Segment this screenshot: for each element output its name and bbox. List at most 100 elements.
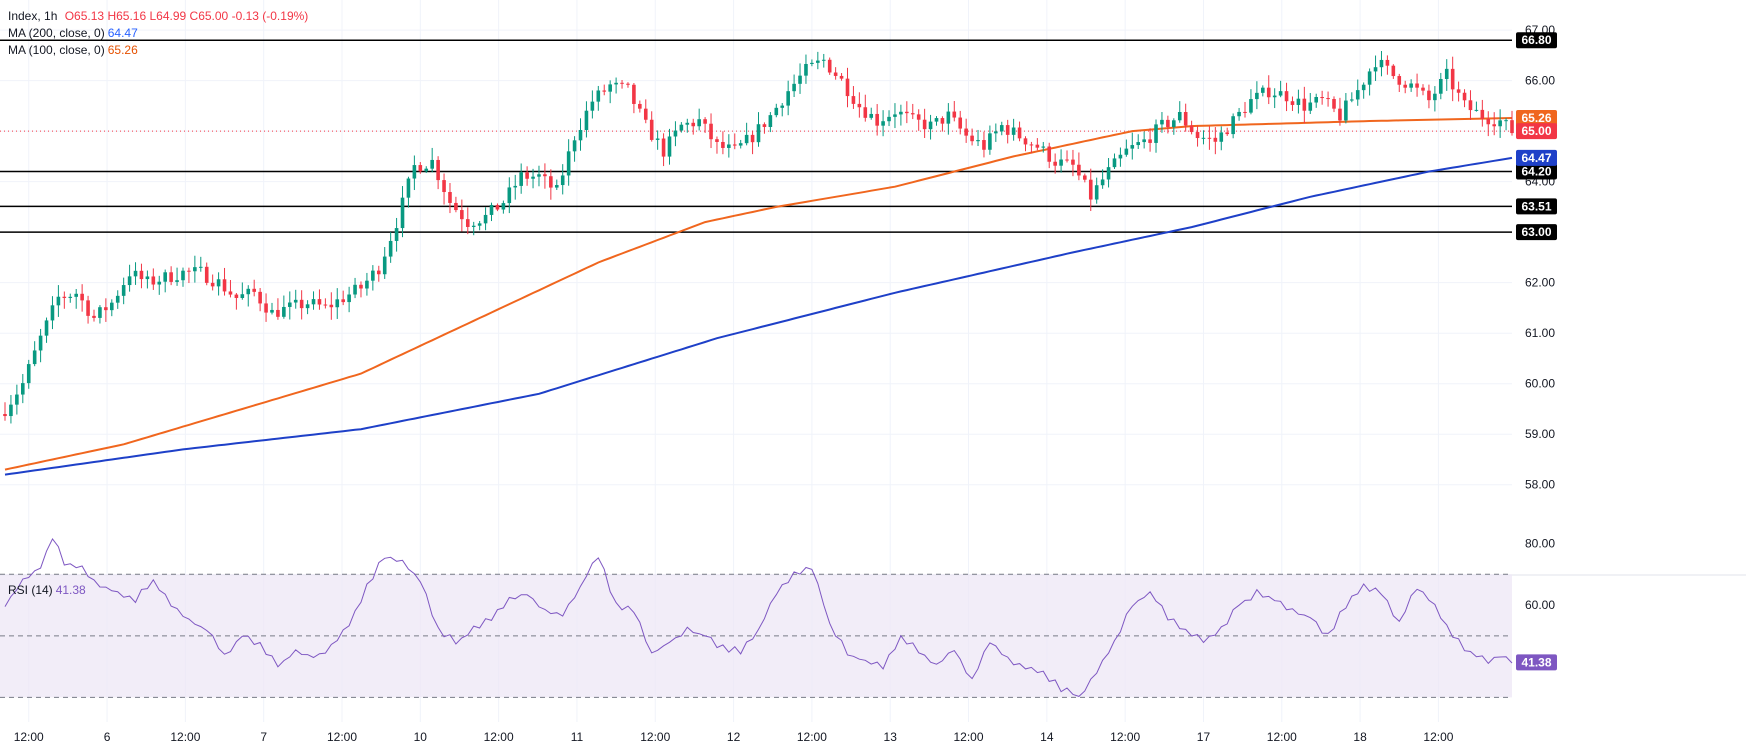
candle-body xyxy=(1302,98,1307,111)
candle-body xyxy=(525,172,529,179)
candle xyxy=(525,166,529,186)
candle-body xyxy=(916,114,921,120)
candle xyxy=(1462,89,1467,108)
price-tick-label: 59.00 xyxy=(1525,427,1555,441)
candle xyxy=(145,270,150,289)
candle-body xyxy=(418,165,423,172)
candle-body xyxy=(323,304,328,306)
candle xyxy=(92,309,96,322)
candle xyxy=(1136,134,1141,149)
candle-body xyxy=(1427,90,1431,101)
candle-body xyxy=(1035,144,1040,148)
candle-body xyxy=(649,119,654,140)
price-tick-label: 60.00 xyxy=(1525,377,1555,391)
candle xyxy=(282,295,286,319)
candle xyxy=(175,267,179,286)
candle-body xyxy=(1154,124,1158,143)
candle xyxy=(1284,82,1289,112)
candle xyxy=(169,266,173,286)
candle-body xyxy=(596,90,601,102)
candle xyxy=(1474,101,1479,112)
candle-body xyxy=(608,84,612,92)
candle-body xyxy=(1367,71,1372,85)
candle-body xyxy=(1106,167,1111,180)
candle xyxy=(727,134,731,158)
candle-body xyxy=(1433,93,1437,101)
ma100-tag-text: 65.26 xyxy=(1521,111,1551,125)
candle-body xyxy=(1266,87,1271,98)
candle-body xyxy=(732,144,737,146)
candle-body xyxy=(513,185,518,188)
price-tick-label: 62.00 xyxy=(1525,276,1555,290)
candle xyxy=(1083,173,1087,183)
candle-body xyxy=(881,121,885,126)
candle-body xyxy=(228,291,233,295)
candle-body xyxy=(1468,100,1473,111)
last-price-tag: 65.00 xyxy=(1516,123,1557,140)
candle xyxy=(786,80,790,116)
candle-body xyxy=(851,96,856,104)
rsi-tag-text: 41.38 xyxy=(1521,655,1551,669)
rsi-tick-label: 60.00 xyxy=(1525,598,1555,612)
candle-body xyxy=(958,117,963,129)
candle-body xyxy=(424,168,429,172)
candle-body xyxy=(44,320,49,336)
candle xyxy=(483,207,488,231)
candle xyxy=(74,289,78,309)
candle-body xyxy=(584,110,589,130)
rsi-value: 41.38 xyxy=(55,583,86,597)
candle xyxy=(821,53,826,68)
candle-body xyxy=(216,279,221,287)
candle xyxy=(596,85,601,111)
candle-body xyxy=(715,139,719,142)
candle xyxy=(329,292,334,320)
candle-body xyxy=(1498,120,1502,127)
level-tag-bg xyxy=(1516,224,1557,241)
candle xyxy=(804,54,808,84)
candle-body xyxy=(68,296,73,298)
candle xyxy=(1047,142,1052,169)
candle xyxy=(1492,112,1497,136)
candle xyxy=(1213,127,1218,155)
candle-body xyxy=(1444,68,1449,79)
candle xyxy=(430,147,434,173)
candle-body xyxy=(264,303,268,313)
candle xyxy=(495,203,500,212)
candle-body xyxy=(833,72,838,76)
candle xyxy=(1302,86,1307,124)
candle xyxy=(347,286,351,313)
candle xyxy=(1379,50,1384,77)
ma100-legend: MA (100, close, 0) 65.26 xyxy=(8,43,138,57)
candle-body xyxy=(1332,99,1336,109)
rsi-band xyxy=(0,573,1512,698)
candle-body xyxy=(566,151,571,176)
candle xyxy=(620,79,624,89)
level-tag: 64.20 xyxy=(1516,163,1557,180)
candle xyxy=(424,166,429,173)
candle-body xyxy=(371,270,375,281)
candle xyxy=(869,107,874,120)
candle-body xyxy=(602,90,607,92)
candle-body xyxy=(38,335,43,351)
candle xyxy=(1510,110,1514,136)
candle-body xyxy=(792,83,796,92)
level-tag: 63.51 xyxy=(1516,198,1557,215)
candle xyxy=(1433,86,1437,112)
candle xyxy=(970,128,974,146)
candle-body xyxy=(287,302,292,307)
candle-body xyxy=(798,75,802,84)
candle-body xyxy=(204,266,209,283)
candle xyxy=(1154,119,1158,153)
candle-body xyxy=(222,279,227,292)
candle-body xyxy=(104,307,108,311)
candle-body xyxy=(1172,120,1176,127)
candle-body xyxy=(845,78,850,97)
candle-body xyxy=(234,294,239,298)
support-resistance-levels xyxy=(0,39,1512,233)
candle-body xyxy=(436,159,440,181)
candle-body xyxy=(578,129,583,141)
candle-body xyxy=(673,130,678,137)
candle xyxy=(703,117,707,133)
candle xyxy=(816,51,820,70)
